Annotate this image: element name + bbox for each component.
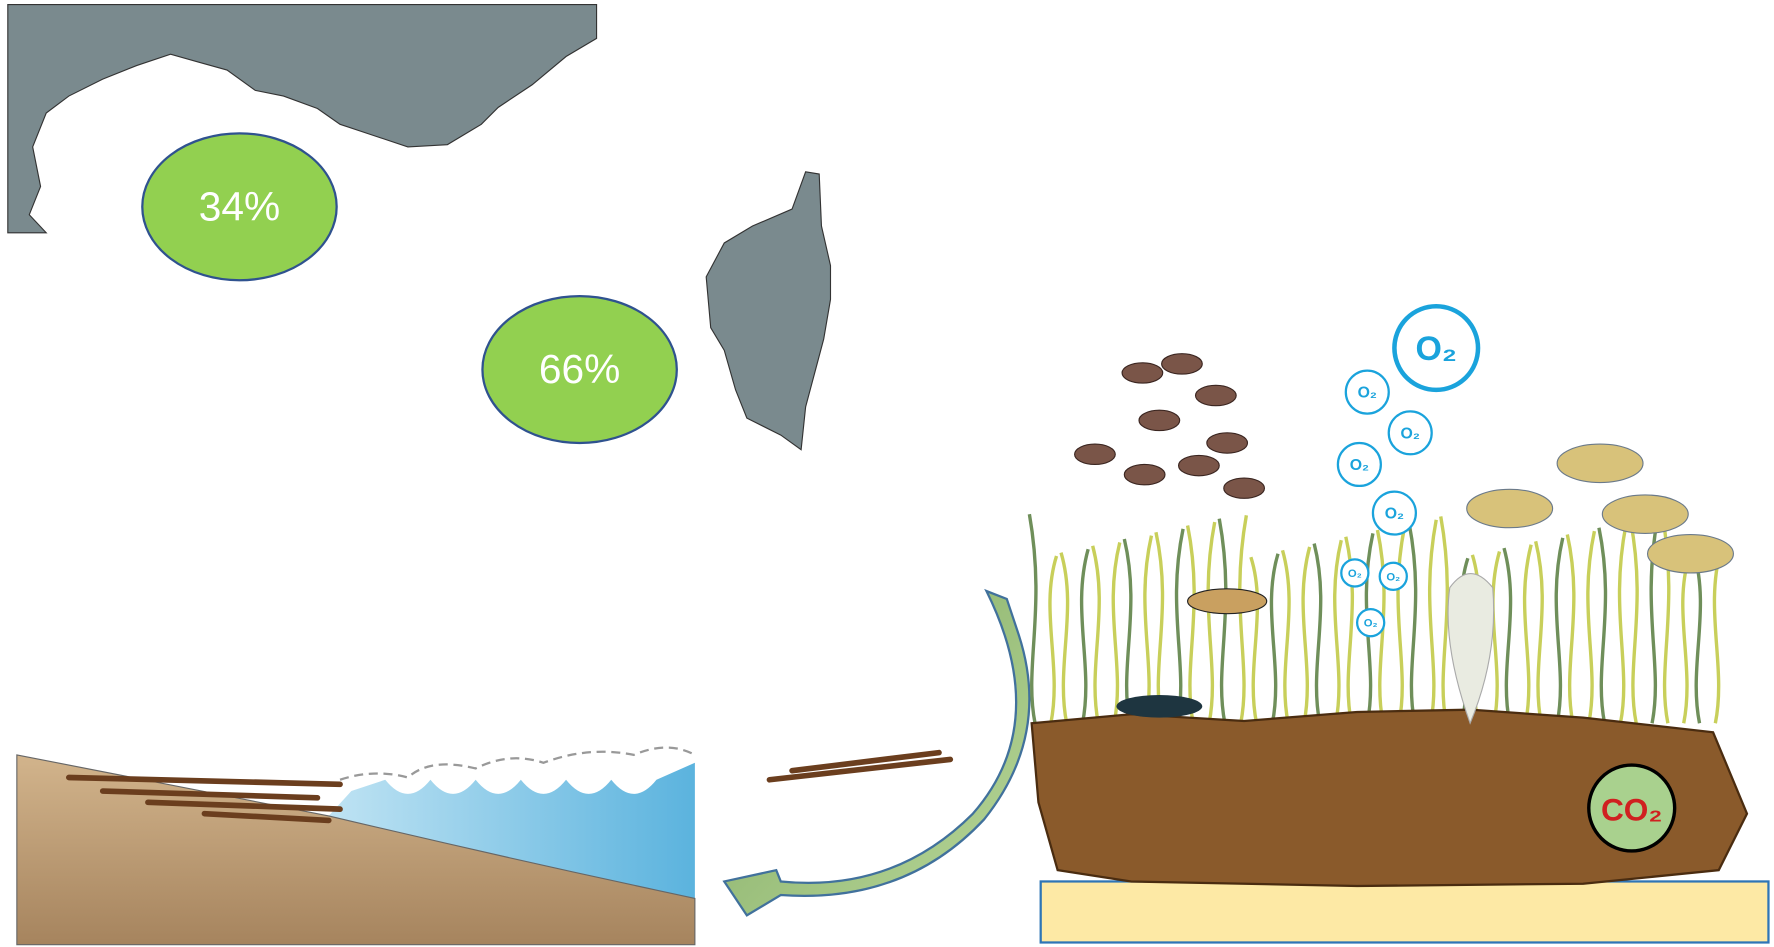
blade: [1396, 526, 1407, 724]
blade: [1312, 543, 1323, 724]
damselfish: [1194, 384, 1237, 407]
carbon-bubble: [1587, 763, 1677, 853]
oxygen-bubble: [1371, 490, 1418, 536]
damselfish: [1123, 463, 1166, 486]
pen-shell: [1447, 572, 1495, 725]
oxygen-bubble: [1336, 441, 1382, 488]
oxygen-label: O₂: [1358, 385, 1377, 402]
sea-cucumber: [1116, 694, 1203, 718]
bream: [1466, 488, 1554, 529]
sea: [328, 762, 695, 899]
blade: [1249, 556, 1260, 724]
wave-outline: [339, 746, 696, 781]
blade: [1333, 539, 1343, 724]
oxygen-bubble: [1355, 607, 1386, 638]
oxygen-bubble: [1392, 303, 1481, 393]
sediment: [1039, 880, 1770, 944]
arrow: [722, 588, 1031, 917]
blade: [1122, 538, 1133, 724]
blade: [1597, 527, 1608, 724]
fish-group: [1074, 353, 1734, 718]
blade: [1238, 515, 1249, 724]
percent-bubble: [141, 132, 338, 282]
carbon-label: CO₂: [1601, 791, 1663, 827]
oxygen-bubbles: O₂ O₂ O₂ O₂ O₂ O₂ O₂ O₂: [1336, 303, 1481, 638]
blade: [1269, 553, 1280, 724]
blade: [1091, 545, 1101, 724]
blade: [1174, 528, 1185, 724]
damselfish: [1177, 454, 1220, 477]
oxygen-label: O₂: [1348, 568, 1362, 580]
blade: [1154, 531, 1165, 724]
wrack: [66, 749, 954, 824]
blade: [1491, 551, 1502, 724]
blade: [1048, 555, 1059, 724]
oxygen-label: O₂: [1350, 457, 1369, 474]
mainland: [7, 3, 598, 234]
oxygen-bubble: [1378, 561, 1408, 592]
matte: [1030, 708, 1749, 888]
damselfish: [1121, 362, 1164, 384]
blade: [1143, 535, 1154, 724]
blade: [1439, 516, 1449, 724]
blade: [1534, 540, 1544, 724]
blade: [1628, 520, 1639, 724]
damselfish: [1206, 432, 1249, 454]
percent-bubble: [481, 294, 678, 445]
oxygen-bubble: [1387, 410, 1433, 456]
blade: [1522, 544, 1533, 724]
percent-label: 34%: [199, 183, 280, 229]
blade: [1692, 552, 1703, 724]
blade: [1375, 529, 1386, 724]
blade: [1712, 548, 1723, 724]
oxygen-bubble: [1344, 369, 1390, 415]
oxygen-label: O₂: [1416, 330, 1457, 368]
blade: [1681, 555, 1691, 724]
blade: [1079, 548, 1090, 724]
blade: [1111, 542, 1122, 724]
oxygen-bubble: [1340, 558, 1370, 588]
blade: [1428, 519, 1438, 724]
blade: [1502, 547, 1513, 724]
damselfish: [1223, 477, 1266, 499]
blade: [1617, 524, 1628, 724]
blade: [1554, 537, 1565, 724]
blade: [1586, 530, 1597, 724]
blade: [1217, 518, 1228, 724]
blade: [1027, 513, 1038, 724]
blade: [1059, 552, 1070, 724]
wrasse: [1187, 588, 1268, 615]
blade: [1565, 534, 1576, 724]
oxygen-label: O₂: [1386, 571, 1400, 583]
oxygen-label: O₂: [1401, 425, 1420, 442]
damselfish: [1161, 353, 1203, 375]
oxygen-label: O₂: [1385, 506, 1404, 523]
blade: [1407, 522, 1418, 724]
blade: [1301, 546, 1312, 724]
blade: [1185, 525, 1196, 724]
damselfish: [1074, 443, 1116, 466]
blade: [1280, 549, 1291, 724]
bream: [1601, 494, 1689, 534]
damselfish: [1138, 409, 1181, 432]
bream: [1556, 443, 1644, 484]
oxygen-label: O₂: [1364, 618, 1378, 630]
percent-label: 66%: [539, 346, 620, 392]
blade: [1206, 521, 1217, 724]
bream: [1646, 533, 1734, 574]
corsica: [705, 171, 832, 451]
